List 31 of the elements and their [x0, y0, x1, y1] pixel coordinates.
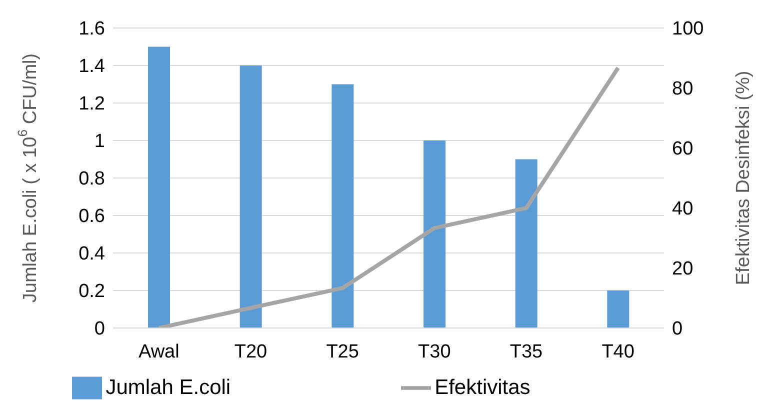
bar [148, 46, 170, 328]
y-tick-label: 1.2 [78, 94, 105, 115]
y-tick-label: 0.8 [78, 168, 105, 190]
y2-tick-label: 0 [672, 318, 683, 340]
y-tick-label: 1.4 [78, 56, 106, 78]
y-tick-label: 0.6 [78, 206, 105, 228]
y-tick-label: 0.2 [78, 281, 105, 302]
x-tick-label: T30 [418, 341, 451, 362]
bar [240, 66, 262, 328]
legend-label: Efektivitas [434, 376, 530, 399]
y2-tick-label: 20 [672, 258, 694, 280]
y2-tick-label: 40 [672, 198, 694, 220]
line-series [156, 66, 620, 328]
bar [607, 290, 630, 328]
x-tick-label: T40 [602, 341, 634, 362]
y2-tick-label: 100 [672, 18, 704, 40]
bar [332, 84, 354, 328]
x-tick-label: T35 [510, 341, 543, 362]
x-tick-label: Awal [138, 341, 180, 362]
y-tick-label: 1.6 [78, 18, 105, 40]
bar [424, 140, 446, 328]
y-tick-label: 0 [94, 318, 105, 340]
x-tick-label: T20 [234, 341, 268, 362]
y2-tick-label: 80 [672, 78, 694, 100]
y2-axis-title: Efektivitas Desinfeksi (%) [732, 70, 754, 286]
y2-tick-label: 60 [672, 138, 694, 160]
x-tick-label: T25 [326, 341, 359, 362]
y-tick-label: 0.4 [78, 244, 106, 265]
legend-label: Jumlah E.coli [106, 376, 231, 399]
y-tick-label: 1 [94, 131, 105, 152]
bar [515, 159, 538, 328]
